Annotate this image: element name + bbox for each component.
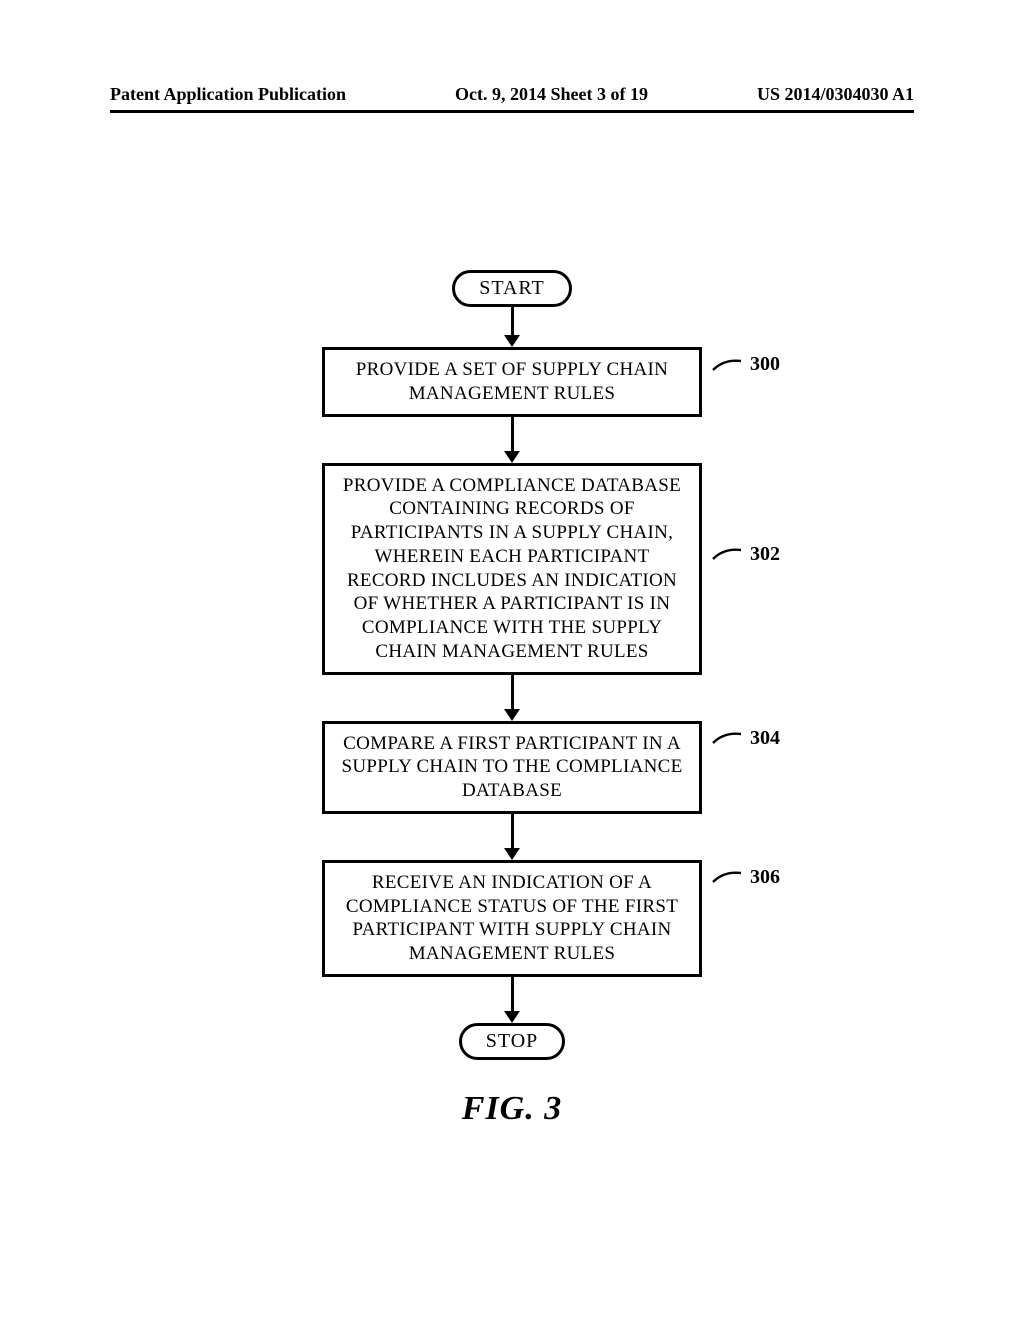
reference-number: 302 bbox=[750, 543, 780, 566]
flowchart: START PROVIDE A SET OF SUPPLY CHAIN MANA… bbox=[0, 270, 1024, 1060]
arrow bbox=[504, 675, 520, 721]
arrow-head-icon bbox=[504, 1011, 520, 1023]
reference-302: 302 bbox=[712, 543, 780, 566]
flowchart-column: START PROVIDE A SET OF SUPPLY CHAIN MANA… bbox=[0, 270, 1024, 1060]
terminal-stop: STOP bbox=[459, 1023, 566, 1060]
arrow bbox=[504, 977, 520, 1023]
leader-line-icon bbox=[712, 870, 742, 884]
arrow-line bbox=[511, 675, 514, 709]
arrow-line bbox=[511, 814, 514, 848]
process-302: PROVIDE A COMPLIANCE DATABASE CONTAINING… bbox=[322, 463, 702, 675]
header-left: Patent Application Publication bbox=[110, 84, 346, 105]
arrow-head-icon bbox=[504, 451, 520, 463]
leader-line-icon bbox=[712, 547, 742, 561]
process-group-302: PROVIDE A COMPLIANCE DATABASE CONTAINING… bbox=[0, 463, 1024, 675]
figure-label: FIG. 3 bbox=[0, 1090, 1024, 1128]
leader-line-icon bbox=[712, 358, 742, 372]
leader-line-icon bbox=[712, 731, 742, 745]
reference-number: 304 bbox=[750, 727, 780, 750]
arrow-line bbox=[511, 417, 514, 451]
arrow bbox=[504, 307, 520, 347]
page-header: Patent Application Publication Oct. 9, 2… bbox=[110, 84, 914, 105]
process-group-300: PROVIDE A SET OF SUPPLY CHAIN MANAGEMENT… bbox=[0, 347, 1024, 417]
arrow-line bbox=[511, 977, 514, 1011]
arrow bbox=[504, 417, 520, 463]
arrow-head-icon bbox=[504, 335, 520, 347]
reference-300: 300 bbox=[712, 353, 780, 376]
arrow-head-icon bbox=[504, 709, 520, 721]
process-group-304: COMPARE A FIRST PARTICIPANT IN A SUPPLY … bbox=[0, 721, 1024, 814]
process-304: COMPARE A FIRST PARTICIPANT IN A SUPPLY … bbox=[322, 721, 702, 814]
header-center: Oct. 9, 2014 Sheet 3 of 19 bbox=[455, 84, 648, 105]
header-right: US 2014/0304030 A1 bbox=[757, 84, 914, 105]
arrow-head-icon bbox=[504, 848, 520, 860]
arrow-line bbox=[511, 307, 514, 335]
terminal-start: START bbox=[452, 270, 572, 307]
arrow bbox=[504, 814, 520, 860]
reference-306: 306 bbox=[712, 866, 780, 889]
reference-number: 306 bbox=[750, 866, 780, 889]
process-306: RECEIVE AN INDICATION OF A COMPLIANCE ST… bbox=[322, 860, 702, 977]
reference-number: 300 bbox=[750, 353, 780, 376]
process-group-306: RECEIVE AN INDICATION OF A COMPLIANCE ST… bbox=[0, 860, 1024, 977]
header-rule bbox=[110, 110, 914, 113]
reference-304: 304 bbox=[712, 727, 780, 750]
process-300: PROVIDE A SET OF SUPPLY CHAIN MANAGEMENT… bbox=[322, 347, 702, 417]
